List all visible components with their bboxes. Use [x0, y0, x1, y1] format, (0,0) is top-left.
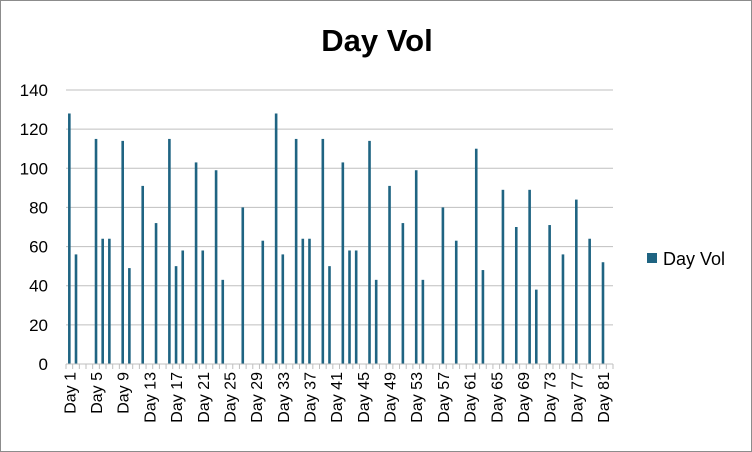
bar-day-59: [454, 240, 458, 364]
bar-day-27: [241, 207, 245, 364]
x-tick-label: Day 77: [569, 372, 586, 423]
x-tick-label: Day 21: [196, 372, 213, 423]
x-tick-label: Day 17: [169, 372, 186, 423]
bar-day-5: [94, 138, 98, 364]
y-tick-label: 60: [29, 238, 48, 257]
legend: Day Vol: [647, 249, 725, 269]
x-tick-label: Day 61: [463, 372, 480, 423]
x-tick-label: Day 41: [329, 372, 346, 423]
bar-day-71: [534, 289, 538, 364]
x-tick-label: Day 1: [62, 372, 79, 414]
x-tick-label: Day 25: [222, 372, 239, 423]
bar-day-81: [601, 262, 605, 364]
bar-day-21: [201, 250, 205, 364]
bar-day-75: [561, 254, 565, 364]
bars: [68, 113, 605, 364]
bar-day-54: [421, 279, 425, 364]
bar-day-49: [388, 185, 391, 364]
y-tick-label: 120: [20, 120, 48, 139]
bar-day-70: [528, 189, 531, 364]
bar-day-35: [294, 138, 298, 364]
bar-day-39: [321, 138, 325, 364]
x-tick-label: Day 5: [89, 372, 106, 414]
x-tick-label: Day 9: [116, 372, 133, 414]
x-tick-label: Day 73: [543, 372, 560, 423]
bar-day-24: [221, 279, 225, 364]
bar-day-16: [168, 138, 171, 364]
chart-title: Day Vol: [321, 23, 432, 58]
bar-day-79: [588, 238, 591, 364]
y-tick-label: 0: [39, 355, 48, 374]
bar-day-7: [108, 238, 111, 364]
x-tick-label: Day 49: [383, 372, 400, 423]
bar-day-47: [374, 279, 378, 364]
x-tick-label: Day 57: [436, 372, 453, 423]
y-tick-label: 40: [29, 277, 48, 296]
x-tick-label: Day 45: [356, 372, 373, 423]
bar-day-18: [181, 250, 185, 364]
bar-day-1: [68, 113, 71, 364]
bar-day-62: [474, 148, 478, 364]
x-tick-label: Day 37: [302, 372, 319, 423]
bar-day-2: [74, 254, 78, 364]
y-tick-label: 100: [20, 159, 48, 178]
bar-day-63: [481, 270, 485, 364]
bar-day-12: [141, 185, 145, 364]
bar-day-40: [328, 266, 331, 364]
bar-day-20: [194, 162, 198, 364]
gridlines: [66, 89, 613, 326]
x-tick-label: Day 13: [142, 372, 159, 423]
bar-day-17: [174, 266, 178, 364]
bar-day-30: [261, 240, 265, 364]
bar-day-36: [301, 238, 305, 364]
y-tick-label: 80: [29, 198, 48, 217]
bar-day-44: [354, 250, 358, 364]
x-tick-label: Day 29: [249, 372, 266, 423]
bar-day-51: [401, 223, 405, 364]
bar-day-73: [548, 225, 551, 364]
bar-day-6: [101, 238, 104, 364]
bar-day-14: [154, 223, 158, 364]
y-tick-label: 20: [29, 316, 48, 335]
bar-day-10: [128, 268, 131, 364]
bar-day-23: [214, 170, 218, 364]
bar-day-43: [348, 250, 351, 364]
x-tick-label: Day 69: [516, 372, 533, 423]
x-tick-label: Day 81: [596, 372, 613, 423]
bar-day-42: [341, 162, 345, 364]
bar-day-53: [414, 170, 418, 364]
bar-day-46: [368, 140, 371, 364]
bar-day-9: [121, 140, 125, 364]
x-tick-label: Day 33: [276, 372, 293, 423]
legend-swatch: [647, 253, 657, 263]
x-tick-label: Day 65: [489, 372, 506, 423]
bar-day-77: [575, 199, 578, 364]
y-tick-label: 140: [20, 81, 48, 100]
bar-day-57: [441, 207, 445, 364]
bar-day-66: [501, 189, 505, 364]
legend-label-day-vol: Day Vol: [663, 249, 725, 269]
bar-day-68: [514, 227, 518, 364]
y-axis-tick-labels: 0 20 40 60 80 100 120 140: [20, 81, 48, 374]
x-axis: Day 1 Day 5 Day 9 Day 13 Day 17 Day 21 Day 25 D…: [62, 363, 614, 423]
x-tick-label: Day 53: [409, 372, 426, 423]
bar-day-32: [274, 113, 278, 364]
bar-day-37: [308, 238, 311, 364]
bar-day-33: [281, 254, 285, 364]
